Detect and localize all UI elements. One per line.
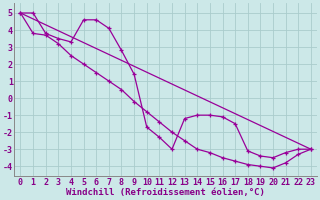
X-axis label: Windchill (Refroidissement éolien,°C): Windchill (Refroidissement éolien,°C) — [66, 188, 265, 197]
